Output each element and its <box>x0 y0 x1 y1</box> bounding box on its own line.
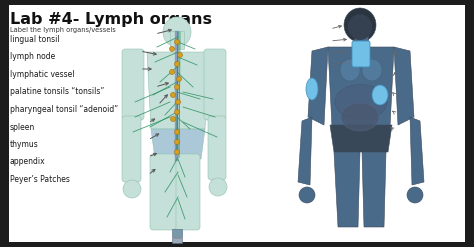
Text: lymphatic vessel: lymphatic vessel <box>10 70 74 79</box>
Circle shape <box>174 40 180 44</box>
Bar <box>170 31 184 49</box>
Polygon shape <box>151 129 205 159</box>
Circle shape <box>177 53 182 58</box>
FancyBboxPatch shape <box>352 41 370 67</box>
Polygon shape <box>308 47 328 125</box>
Ellipse shape <box>407 187 423 203</box>
Circle shape <box>174 149 180 155</box>
Polygon shape <box>298 117 312 185</box>
Circle shape <box>174 62 180 66</box>
Circle shape <box>175 100 181 104</box>
Ellipse shape <box>340 59 360 81</box>
Text: lingual tonsil: lingual tonsil <box>10 35 60 44</box>
Polygon shape <box>330 125 392 152</box>
Bar <box>354 27 368 45</box>
Circle shape <box>174 129 180 135</box>
Text: lymph node: lymph node <box>10 53 55 62</box>
Text: thymus: thymus <box>10 140 39 149</box>
Ellipse shape <box>163 17 191 47</box>
Polygon shape <box>334 152 360 227</box>
Ellipse shape <box>341 103 379 131</box>
Ellipse shape <box>123 180 141 198</box>
Ellipse shape <box>362 59 382 81</box>
Circle shape <box>171 117 175 122</box>
FancyBboxPatch shape <box>208 116 226 180</box>
Circle shape <box>170 46 174 52</box>
Ellipse shape <box>306 78 318 100</box>
Ellipse shape <box>372 85 388 105</box>
Polygon shape <box>362 152 386 227</box>
Ellipse shape <box>344 8 376 42</box>
FancyBboxPatch shape <box>174 154 200 230</box>
Bar <box>172 238 182 243</box>
Polygon shape <box>147 52 209 129</box>
Text: Lab #4- Lymph organs: Lab #4- Lymph organs <box>10 12 212 27</box>
FancyBboxPatch shape <box>122 116 141 182</box>
Circle shape <box>174 140 180 144</box>
FancyBboxPatch shape <box>204 49 226 120</box>
FancyBboxPatch shape <box>122 49 144 120</box>
Circle shape <box>176 77 182 82</box>
Polygon shape <box>394 47 414 125</box>
Text: spleen: spleen <box>10 123 35 131</box>
Text: Label the lymph organs/vessels: Label the lymph organs/vessels <box>10 27 116 33</box>
Circle shape <box>170 69 174 75</box>
Text: Peyer’s Patches: Peyer’s Patches <box>10 175 70 184</box>
Polygon shape <box>328 47 394 127</box>
Polygon shape <box>410 117 424 185</box>
Text: palatine tonsils “tonsils”: palatine tonsils “tonsils” <box>10 87 104 97</box>
Bar <box>172 229 182 237</box>
Circle shape <box>174 84 180 89</box>
Text: pharyngeal tonsil “adenoid”: pharyngeal tonsil “adenoid” <box>10 105 118 114</box>
Ellipse shape <box>209 178 227 196</box>
Circle shape <box>171 92 175 98</box>
Circle shape <box>174 109 180 115</box>
Ellipse shape <box>335 84 387 120</box>
Text: appendix: appendix <box>10 158 46 166</box>
FancyBboxPatch shape <box>150 154 176 230</box>
Ellipse shape <box>299 187 315 203</box>
Ellipse shape <box>348 14 372 40</box>
